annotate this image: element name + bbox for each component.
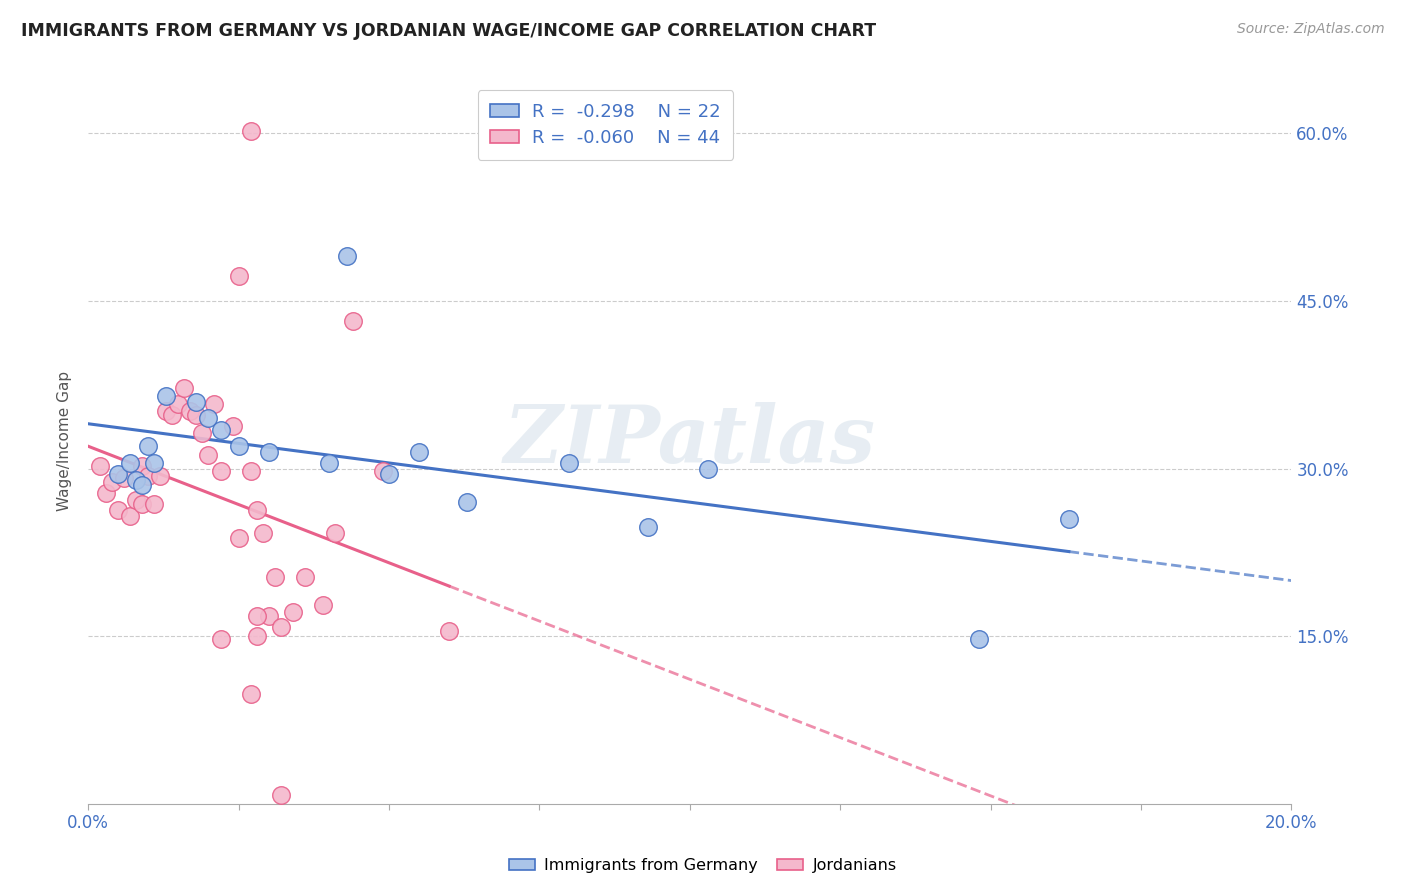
Point [162, 408, 184, 422]
Point [209, 464, 232, 478]
Point [197, 411, 219, 425]
Point [131, 497, 153, 511]
Point [209, 632, 232, 646]
Point [191, 425, 214, 440]
Point [221, 419, 243, 434]
Point [1057, 512, 1080, 526]
Point [336, 249, 359, 263]
Point [246, 503, 269, 517]
Point [312, 598, 335, 612]
Point [257, 445, 280, 459]
Point [456, 495, 478, 509]
Point [263, 570, 285, 584]
Point [120, 456, 142, 470]
Legend: R =  -0.298    N = 22, R =  -0.060    N = 44: R = -0.298 N = 22, R = -0.060 N = 44 [478, 90, 734, 160]
Point [143, 456, 166, 470]
Point [228, 439, 250, 453]
Point [107, 467, 129, 482]
Point [323, 526, 346, 541]
Point [112, 470, 135, 484]
Point [371, 464, 394, 478]
Point [107, 503, 129, 517]
Point [281, 605, 304, 619]
Point [131, 459, 153, 474]
Point [637, 520, 659, 534]
Point [204, 397, 226, 411]
Point [167, 397, 190, 411]
Y-axis label: Wage/Income Gap: Wage/Income Gap [58, 371, 72, 511]
Point [136, 439, 159, 453]
Point [155, 403, 177, 417]
Point [558, 456, 581, 470]
Point [239, 464, 262, 478]
Point [149, 469, 172, 483]
Point [270, 788, 292, 802]
Point [228, 531, 250, 545]
Point [246, 609, 269, 624]
Point [101, 475, 124, 489]
Point [239, 124, 262, 138]
Point [318, 456, 340, 470]
Point [294, 570, 316, 584]
Point [967, 632, 990, 646]
Text: IMMIGRANTS FROM GERMANY VS JORDANIAN WAGE/INCOME GAP CORRELATION CHART: IMMIGRANTS FROM GERMANY VS JORDANIAN WAG… [21, 22, 876, 40]
Point [209, 423, 232, 437]
Point [96, 486, 118, 500]
Point [696, 461, 718, 475]
Point [239, 688, 262, 702]
Point [131, 478, 153, 492]
Point [257, 609, 280, 624]
Point [179, 403, 201, 417]
Text: Source: ZipAtlas.com: Source: ZipAtlas.com [1237, 22, 1385, 37]
Point [173, 381, 195, 395]
Point [378, 467, 401, 482]
Point [155, 389, 177, 403]
Point [270, 620, 292, 634]
Point [437, 624, 460, 638]
Point [186, 394, 208, 409]
Point [246, 629, 269, 643]
Point [252, 526, 274, 541]
Point [342, 314, 364, 328]
Point [120, 508, 142, 523]
Point [143, 497, 166, 511]
Text: ZIPatlas: ZIPatlas [503, 402, 876, 480]
Point [228, 269, 250, 284]
Point [89, 459, 111, 474]
Point [186, 408, 208, 422]
Legend: Immigrants from Germany, Jordanians: Immigrants from Germany, Jordanians [503, 852, 903, 880]
Point [197, 448, 219, 462]
Point [125, 492, 148, 507]
Point [408, 445, 430, 459]
Point [136, 469, 159, 483]
Point [125, 473, 148, 487]
